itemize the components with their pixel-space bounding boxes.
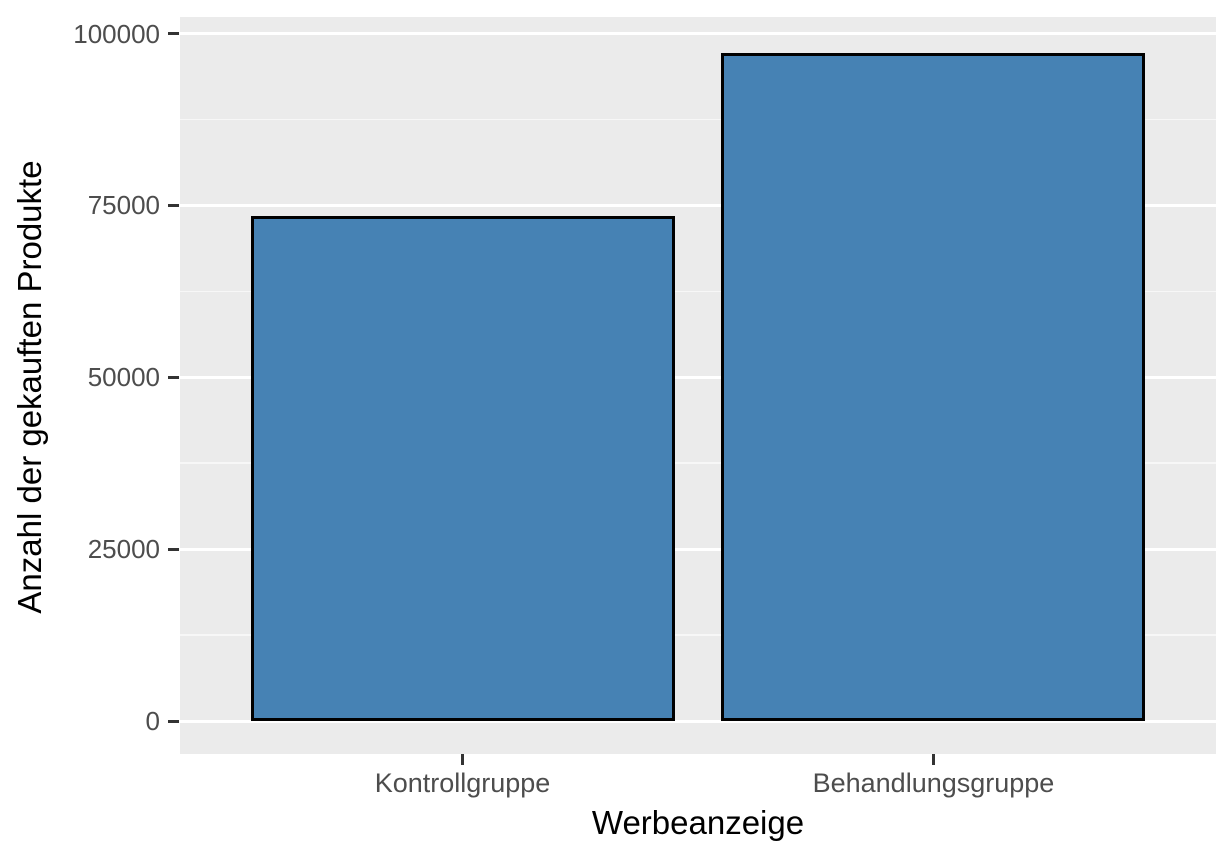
y-tick-label: 50000 (87, 362, 160, 393)
plot-panel (180, 17, 1216, 754)
gridline-minor (180, 290, 1216, 293)
gridline-major (180, 547, 1216, 551)
gridline-major (180, 32, 1216, 35)
y-tick-label: 75000 (87, 190, 160, 221)
y-tick-label: 0 (145, 706, 160, 736)
gridline-major (180, 375, 1216, 379)
x-category-label: Behandlungsgruppe (812, 768, 1055, 798)
x-axis-title: Werbeanzeige (591, 804, 805, 841)
y-tick-mark (168, 719, 179, 723)
gridline-major (180, 203, 1216, 207)
x-category-label: Kontrollgruppe (374, 768, 551, 798)
y-tick-mark (168, 375, 179, 379)
gridline-minor (180, 118, 1216, 121)
y-tick-mark (168, 203, 179, 207)
x-tick-mark (931, 754, 935, 765)
x-tick-mark (461, 754, 465, 765)
gridline-major (180, 719, 1216, 723)
bar-behandlungsgruppe (721, 52, 1146, 721)
y-tick-label: 100000 (73, 18, 160, 49)
y-tick-label: 25000 (87, 534, 160, 565)
bar-kontrollgruppe (250, 215, 675, 721)
gridline-minor (180, 634, 1216, 636)
gridline-minor (180, 462, 1216, 464)
y-tick-mark (168, 547, 179, 551)
y-tick-mark (168, 32, 179, 35)
